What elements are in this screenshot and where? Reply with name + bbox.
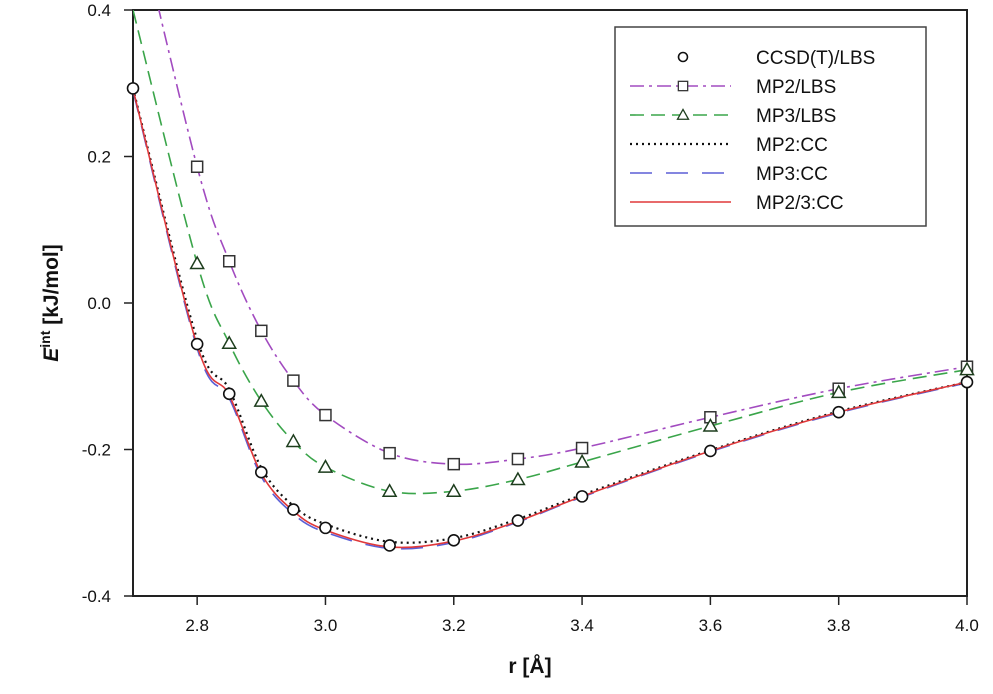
data-point-circle <box>383 539 396 552</box>
data-point-square <box>511 452 525 466</box>
data-point-circle <box>287 503 300 516</box>
data-point-triangle <box>445 483 462 498</box>
y-axis-label: Eint [kJ/mol] <box>37 244 63 361</box>
legend-box <box>614 26 927 227</box>
data-point-triangle <box>381 483 398 498</box>
legend-item: MP3:CC <box>630 164 828 185</box>
legend-label: CCSD(T)/LBS <box>756 48 875 69</box>
data-point-triangle <box>510 471 526 486</box>
data-point-square <box>319 408 332 422</box>
legend: CCSD(T)/LBS MP2/LBS MP3/LBS MP2:CC MP3:CC MP2… <box>614 26 927 227</box>
y-tick-label: 0.0 <box>87 294 111 313</box>
legend-label: MP3:CC <box>756 164 828 185</box>
x-tick-label: 3.6 <box>699 616 723 635</box>
data-point-square <box>383 446 396 460</box>
data-point-triangle <box>253 393 270 407</box>
data-point-triangle <box>830 384 847 399</box>
x-tick-label: 4.0 <box>955 616 979 635</box>
data-point-square <box>287 374 300 387</box>
data-point-circle <box>447 534 461 547</box>
data-point-circle <box>126 82 140 95</box>
legend-item: MP2/LBS <box>630 77 836 98</box>
legend-item: MP3/LBS <box>630 106 836 127</box>
y-tick-label: -0.4 <box>82 587 111 606</box>
legend-label: MP2:CC <box>756 135 828 156</box>
legend-circle-icon <box>677 51 689 63</box>
data-point-circle <box>832 405 845 419</box>
legend-item: MP2/3:CC <box>630 193 844 214</box>
legend-item: MP2:CC <box>630 135 828 156</box>
x-tick-label: 3.0 <box>314 616 338 635</box>
data-point-square <box>447 457 461 471</box>
x-tick-label: 3.8 <box>827 616 851 635</box>
data-point-circle <box>704 444 717 458</box>
data-point-triangle <box>702 418 719 432</box>
data-point-square <box>575 441 589 455</box>
data-point-circle <box>255 465 268 479</box>
legend-square-icon <box>677 80 689 92</box>
x-axis-label: r [Å] <box>508 654 551 678</box>
data-point-circle <box>319 521 332 535</box>
legend-label: MP2/LBS <box>756 77 836 98</box>
series-line-mp3-cc <box>133 90 967 550</box>
data-point-square <box>190 160 204 174</box>
data-point-triangle <box>317 459 334 473</box>
data-point-circle <box>575 490 589 503</box>
data-point-triangle <box>285 433 302 448</box>
data-point-triangle <box>959 361 975 376</box>
data-point-circle <box>222 387 236 401</box>
x-tick-label: 3.4 <box>570 616 594 635</box>
y-tick-label: 0.4 <box>87 1 111 20</box>
data-point-circle <box>190 337 204 351</box>
x-tick-label: 2.8 <box>185 616 209 635</box>
x-tick-label: 3.2 <box>442 616 466 635</box>
data-point-triangle <box>189 255 205 270</box>
data-point-square <box>222 254 236 268</box>
y-tick-label: -0.2 <box>82 441 111 460</box>
data-point-circle <box>960 375 974 389</box>
y-tick-label: 0.2 <box>87 148 111 167</box>
data-point-circle <box>511 514 525 527</box>
legend-triangle-icon <box>676 108 690 120</box>
data-point-triangle <box>574 453 590 468</box>
data-point-square <box>255 324 268 338</box>
legend-item: CCSD(T)/LBS <box>677 48 875 69</box>
legend-label: MP2/3:CC <box>756 193 844 214</box>
data-point-triangle <box>221 335 238 350</box>
legend-label: MP3/LBS <box>756 106 836 127</box>
